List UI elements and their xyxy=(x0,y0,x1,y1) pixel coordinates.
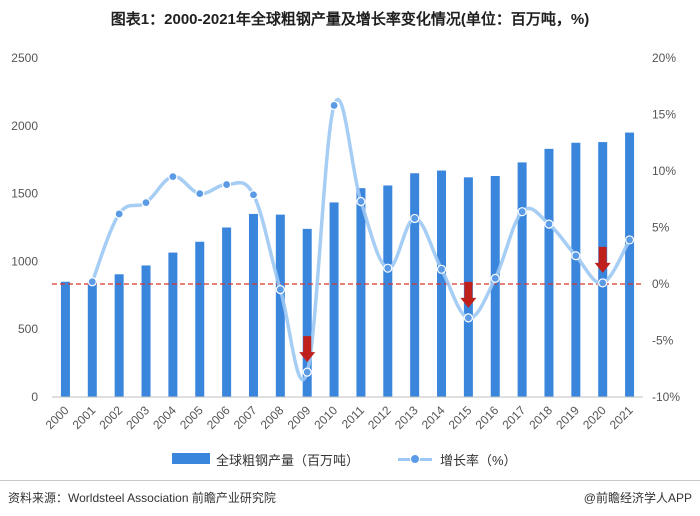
growth-line-layer xyxy=(87,97,635,382)
x-tick-label: 2008 xyxy=(258,403,287,432)
growth-point-2006 xyxy=(222,179,232,190)
bar-2010 xyxy=(329,202,339,397)
bar-2012 xyxy=(383,185,393,397)
x-tick-label: 2010 xyxy=(311,403,340,432)
x-axis: 2000200120022003200420052006200720082009… xyxy=(43,396,643,432)
left-tick-label: 2000 xyxy=(11,119,38,133)
x-tick-label: 2007 xyxy=(231,403,260,432)
brand-credit: @前瞻经济学人APP xyxy=(583,491,692,505)
legend: 全球粗钢产量（百万吨） 增长率（%） xyxy=(0,448,700,468)
growth-point-2017 xyxy=(517,207,527,217)
right-tick-label: 15% xyxy=(652,108,676,122)
left-tick-label: 500 xyxy=(18,322,38,336)
bar-2011 xyxy=(356,188,366,397)
right-tick-label: 0% xyxy=(652,277,670,291)
right-tick-label: 20% xyxy=(652,51,676,65)
x-tick-label: 2012 xyxy=(365,403,394,432)
growth-point-2011 xyxy=(356,196,366,207)
x-tick-label: 2002 xyxy=(96,403,125,432)
growth-rate-line xyxy=(90,97,632,382)
legend-line-marker xyxy=(410,454,420,464)
x-tick-label: 2006 xyxy=(204,403,233,432)
bar-2014 xyxy=(437,170,447,397)
combo-chart: 0 500 1000 1500 2000 2500 -10% -5% 0% 5% 10% 15% 20… xyxy=(11,51,680,432)
growth-point-2005 xyxy=(195,189,205,199)
x-tick-label: 2000 xyxy=(43,403,72,432)
x-tick-label: 2003 xyxy=(123,403,152,432)
growth-point-2003 xyxy=(141,198,151,208)
bar-2005 xyxy=(195,241,205,397)
bar-2021 xyxy=(625,132,635,397)
left-tick-label: 0 xyxy=(31,390,38,404)
bar-2003 xyxy=(141,265,151,397)
x-tick-label: 2015 xyxy=(446,403,475,432)
down-arrow-2009 xyxy=(299,336,316,363)
growth-point-2018 xyxy=(544,219,554,229)
x-tick-label: 2001 xyxy=(70,403,99,432)
arrow-layer xyxy=(299,246,611,363)
x-tick-label: 2019 xyxy=(553,403,582,432)
growth-point-2016 xyxy=(490,273,500,283)
bar-2018 xyxy=(544,148,554,397)
right-tick-label: 5% xyxy=(652,221,670,235)
bar-2006 xyxy=(222,227,232,397)
bar-2016 xyxy=(490,175,500,397)
x-tick-label: 2005 xyxy=(177,403,206,432)
growth-point-2004 xyxy=(168,172,178,182)
bar-2009 xyxy=(302,228,312,397)
legend-bar-swatch xyxy=(172,453,210,464)
left-tick-label: 1000 xyxy=(11,254,38,268)
right-tick-label: -10% xyxy=(652,390,680,404)
x-tick-label: 2013 xyxy=(392,403,421,432)
growth-point-2021 xyxy=(624,235,635,245)
left-tick-label: 1500 xyxy=(11,187,38,201)
left-axis: 0 500 1000 1500 2000 2500 xyxy=(11,51,38,404)
x-tick-label: 2011 xyxy=(339,403,367,431)
growth-point-2020 xyxy=(598,278,608,288)
right-tick-label: 10% xyxy=(652,164,676,178)
growth-point-2015 xyxy=(463,313,473,323)
x-tick-label: 2009 xyxy=(285,403,314,432)
growth-point-2012 xyxy=(383,263,393,273)
source-note: 资料来源：Worldsteel Association 前瞻产业研究院 xyxy=(8,491,276,505)
growth-point-2008 xyxy=(275,285,285,295)
growth-point-2014 xyxy=(436,264,447,274)
x-tick-label: 2020 xyxy=(580,403,609,432)
bar-2001 xyxy=(87,281,97,397)
growth-point-2002 xyxy=(114,209,124,219)
down-arrow-2015 xyxy=(460,281,477,308)
x-tick-label: 2016 xyxy=(473,403,502,432)
bar-2013 xyxy=(410,173,420,397)
bar-2000 xyxy=(60,281,70,397)
left-tick-label: 2500 xyxy=(11,51,38,65)
x-tick-label: 2018 xyxy=(526,403,555,432)
bar-2017 xyxy=(517,162,527,397)
growth-point-2009 xyxy=(302,367,312,377)
growth-point-2013 xyxy=(410,213,420,224)
growth-point-2010 xyxy=(329,100,339,111)
bar-2004 xyxy=(168,252,178,397)
growth-point-2001 xyxy=(87,277,97,287)
bar-2008 xyxy=(275,214,285,397)
footer-divider xyxy=(0,480,700,481)
x-tick-label: 2004 xyxy=(150,403,179,432)
legend-line-label: 增长率（%） xyxy=(440,453,517,468)
right-tick-label: -5% xyxy=(652,334,674,348)
down-arrow-2020 xyxy=(594,246,611,273)
growth-point-2019 xyxy=(571,251,581,261)
x-tick-label: 2021 xyxy=(607,403,636,432)
chart-title: 图表1：2000-2021年全球粗钢产量及增长率变化情况(单位：百万吨，%) xyxy=(110,11,590,28)
bars-layer xyxy=(60,132,635,397)
right-axis: -10% -5% 0% 5% 10% 15% 20% xyxy=(652,51,680,404)
x-tick-label: 2014 xyxy=(419,403,448,432)
growth-point-2007 xyxy=(248,190,259,200)
bar-2019 xyxy=(571,142,581,397)
x-tick-label: 2017 xyxy=(499,403,528,432)
bar-2007 xyxy=(248,213,258,397)
legend-bar-label: 全球粗钢产量（百万吨） xyxy=(216,453,360,468)
bar-2002 xyxy=(114,274,124,397)
